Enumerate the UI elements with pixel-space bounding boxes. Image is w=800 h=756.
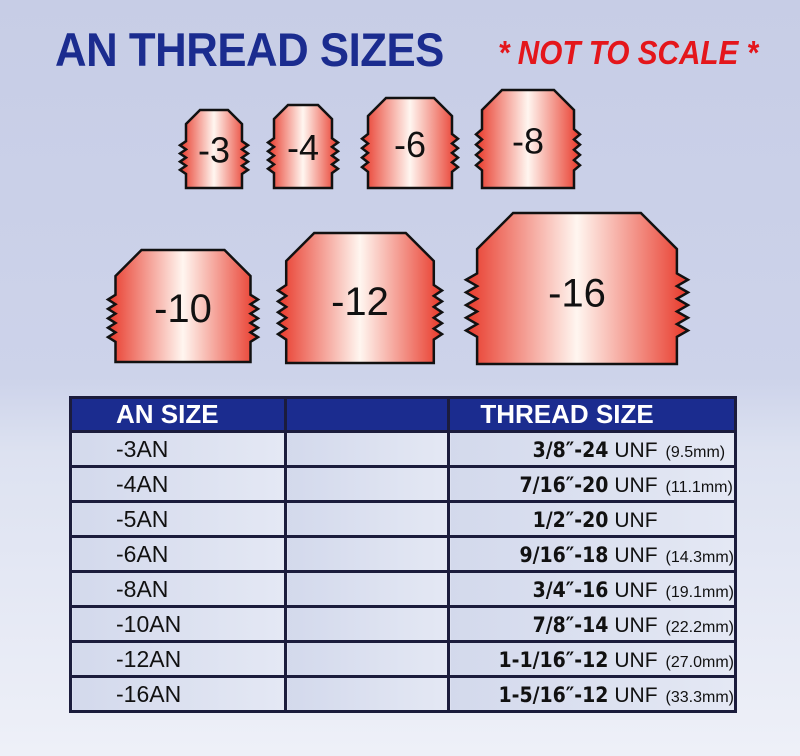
thread-spec: 1-5/16″-12 <box>498 682 609 707</box>
table-row: -10AN 7/8″-14 UNF (22.2mm) <box>68 605 737 643</box>
thread-spec: 9/16″-18 <box>519 542 609 567</box>
an-size-cell: -5AN <box>68 500 288 538</box>
thread-standard: UNF <box>614 438 658 462</box>
thread-standard: UNF <box>614 613 658 637</box>
an-size-cell: -6AN <box>68 535 288 573</box>
blank-cell <box>284 605 451 643</box>
thread-spec: 1/2″-20 <box>532 507 609 532</box>
fitting-label: -3 <box>198 129 230 170</box>
table-header-row: AN SIZE THREAD SIZE <box>68 396 737 433</box>
an-size-cell: -10AN <box>68 605 288 643</box>
table-row: -8AN 3/4″-16 UNF (19.1mm) <box>68 570 737 608</box>
thread-spec: 7/8″-14 <box>532 612 609 637</box>
fitting-label: -12 <box>331 280 389 324</box>
an-size-cell: -8AN <box>68 570 288 608</box>
thread-standard: UNF <box>614 508 658 532</box>
thread-mm: (9.5mm) <box>665 443 726 461</box>
fitting-shape <box>474 88 582 190</box>
fitting-shape <box>105 248 261 364</box>
blank-cell <box>284 675 451 713</box>
thread-standard: UNF <box>614 683 658 707</box>
fitting-label: -8 <box>512 120 544 161</box>
thread-spec: 7/16″-20 <box>519 472 609 497</box>
fitting-diagrams: -3 -4 -6 -8 -10 -12 -16 <box>105 88 691 366</box>
thread-size-table: AN SIZE THREAD SIZE -3AN 3/8″-24 UNF (9.5m… <box>68 396 737 713</box>
fitting-dash16: -16 <box>463 211 691 366</box>
thread-size-cell: 9/16″-18 UNF (14.3mm) <box>447 535 737 573</box>
thread-mm: (14.3mm) <box>665 548 734 566</box>
fitting-shape <box>265 103 341 190</box>
blank-cell <box>284 570 451 608</box>
thread-size-cell: 1/2″-20 UNF <box>447 500 737 538</box>
fitting-dash8: -8 <box>474 88 582 190</box>
header-an-size: AN SIZE <box>68 396 288 433</box>
table-row: -6AN 9/16″-18 UNF (14.3mm) <box>68 535 737 573</box>
thread-spec: 1-1/16″-12 <box>498 647 609 672</box>
thread-mm: (19.1mm) <box>665 583 734 601</box>
thread-standard: UNF <box>614 648 658 672</box>
table-row: -5AN 1/2″-20 UNF <box>68 500 737 538</box>
thread-size-cell: 3/8″-24 UNF (9.5mm) <box>447 430 737 468</box>
thread-size-cell: 1-5/16″-12 UNF (33.3mm) <box>447 675 737 713</box>
table-row: -3AN 3/8″-24 UNF (9.5mm) <box>68 430 737 468</box>
blank-cell <box>284 535 451 573</box>
header-blank <box>284 396 451 433</box>
thread-size-cell: 1-1/16″-12 UNF (27.0mm) <box>447 640 737 678</box>
fitting-shape <box>177 108 251 190</box>
thread-mm: (33.3mm) <box>665 688 734 706</box>
fitting-shape <box>359 96 461 190</box>
thread-spec: 3/4″-16 <box>532 577 609 602</box>
thread-mm: (11.1mm) <box>665 478 733 496</box>
thread-standard: UNF <box>614 543 658 567</box>
blank-cell <box>284 430 451 468</box>
an-size-cell: -16AN <box>68 675 288 713</box>
not-to-scale-note: * NOT TO SCALE * <box>498 34 759 71</box>
an-size-cell: -4AN <box>68 465 288 503</box>
fitting-shape <box>275 231 445 365</box>
thread-standard: UNF <box>614 578 658 602</box>
thread-size-cell: 3/4″-16 UNF (19.1mm) <box>447 570 737 608</box>
fitting-dash10: -10 <box>105 248 261 364</box>
fitting-label: -6 <box>394 124 426 165</box>
thread-mm: (22.2mm) <box>665 618 734 636</box>
blank-cell <box>284 500 451 538</box>
page-title: AN THREAD SIZES <box>55 23 444 76</box>
blank-cell <box>284 640 451 678</box>
table-row: -4AN 7/16″-20 UNF (11.1mm) <box>68 465 737 503</box>
table-row: -12AN 1-1/16″-12 UNF (27.0mm) <box>68 640 737 678</box>
an-size-cell: -12AN <box>68 640 288 678</box>
fitting-dash4: -4 <box>265 103 341 190</box>
thread-size-cell: 7/16″-20 UNF (11.1mm) <box>447 465 737 503</box>
fitting-dash6: -6 <box>359 96 461 190</box>
fitting-label: -4 <box>287 127 319 168</box>
fitting-label: -16 <box>548 272 606 316</box>
fitting-shape <box>463 211 691 366</box>
an-size-cell: -3AN <box>68 430 288 468</box>
thread-size-cell: 7/8″-14 UNF (22.2mm) <box>447 605 737 643</box>
table-row: -16AN 1-5/16″-12 UNF (33.3mm) <box>68 675 737 713</box>
thread-standard: UNF <box>614 473 658 497</box>
thread-mm: (27.0mm) <box>665 653 734 671</box>
thread-spec: 3/8″-24 <box>532 437 609 462</box>
fitting-dash3: -3 <box>177 108 251 190</box>
header-thread-size: THREAD SIZE <box>447 396 737 433</box>
fitting-label: -10 <box>154 287 212 331</box>
fitting-dash12: -12 <box>275 231 445 365</box>
blank-cell <box>284 465 451 503</box>
